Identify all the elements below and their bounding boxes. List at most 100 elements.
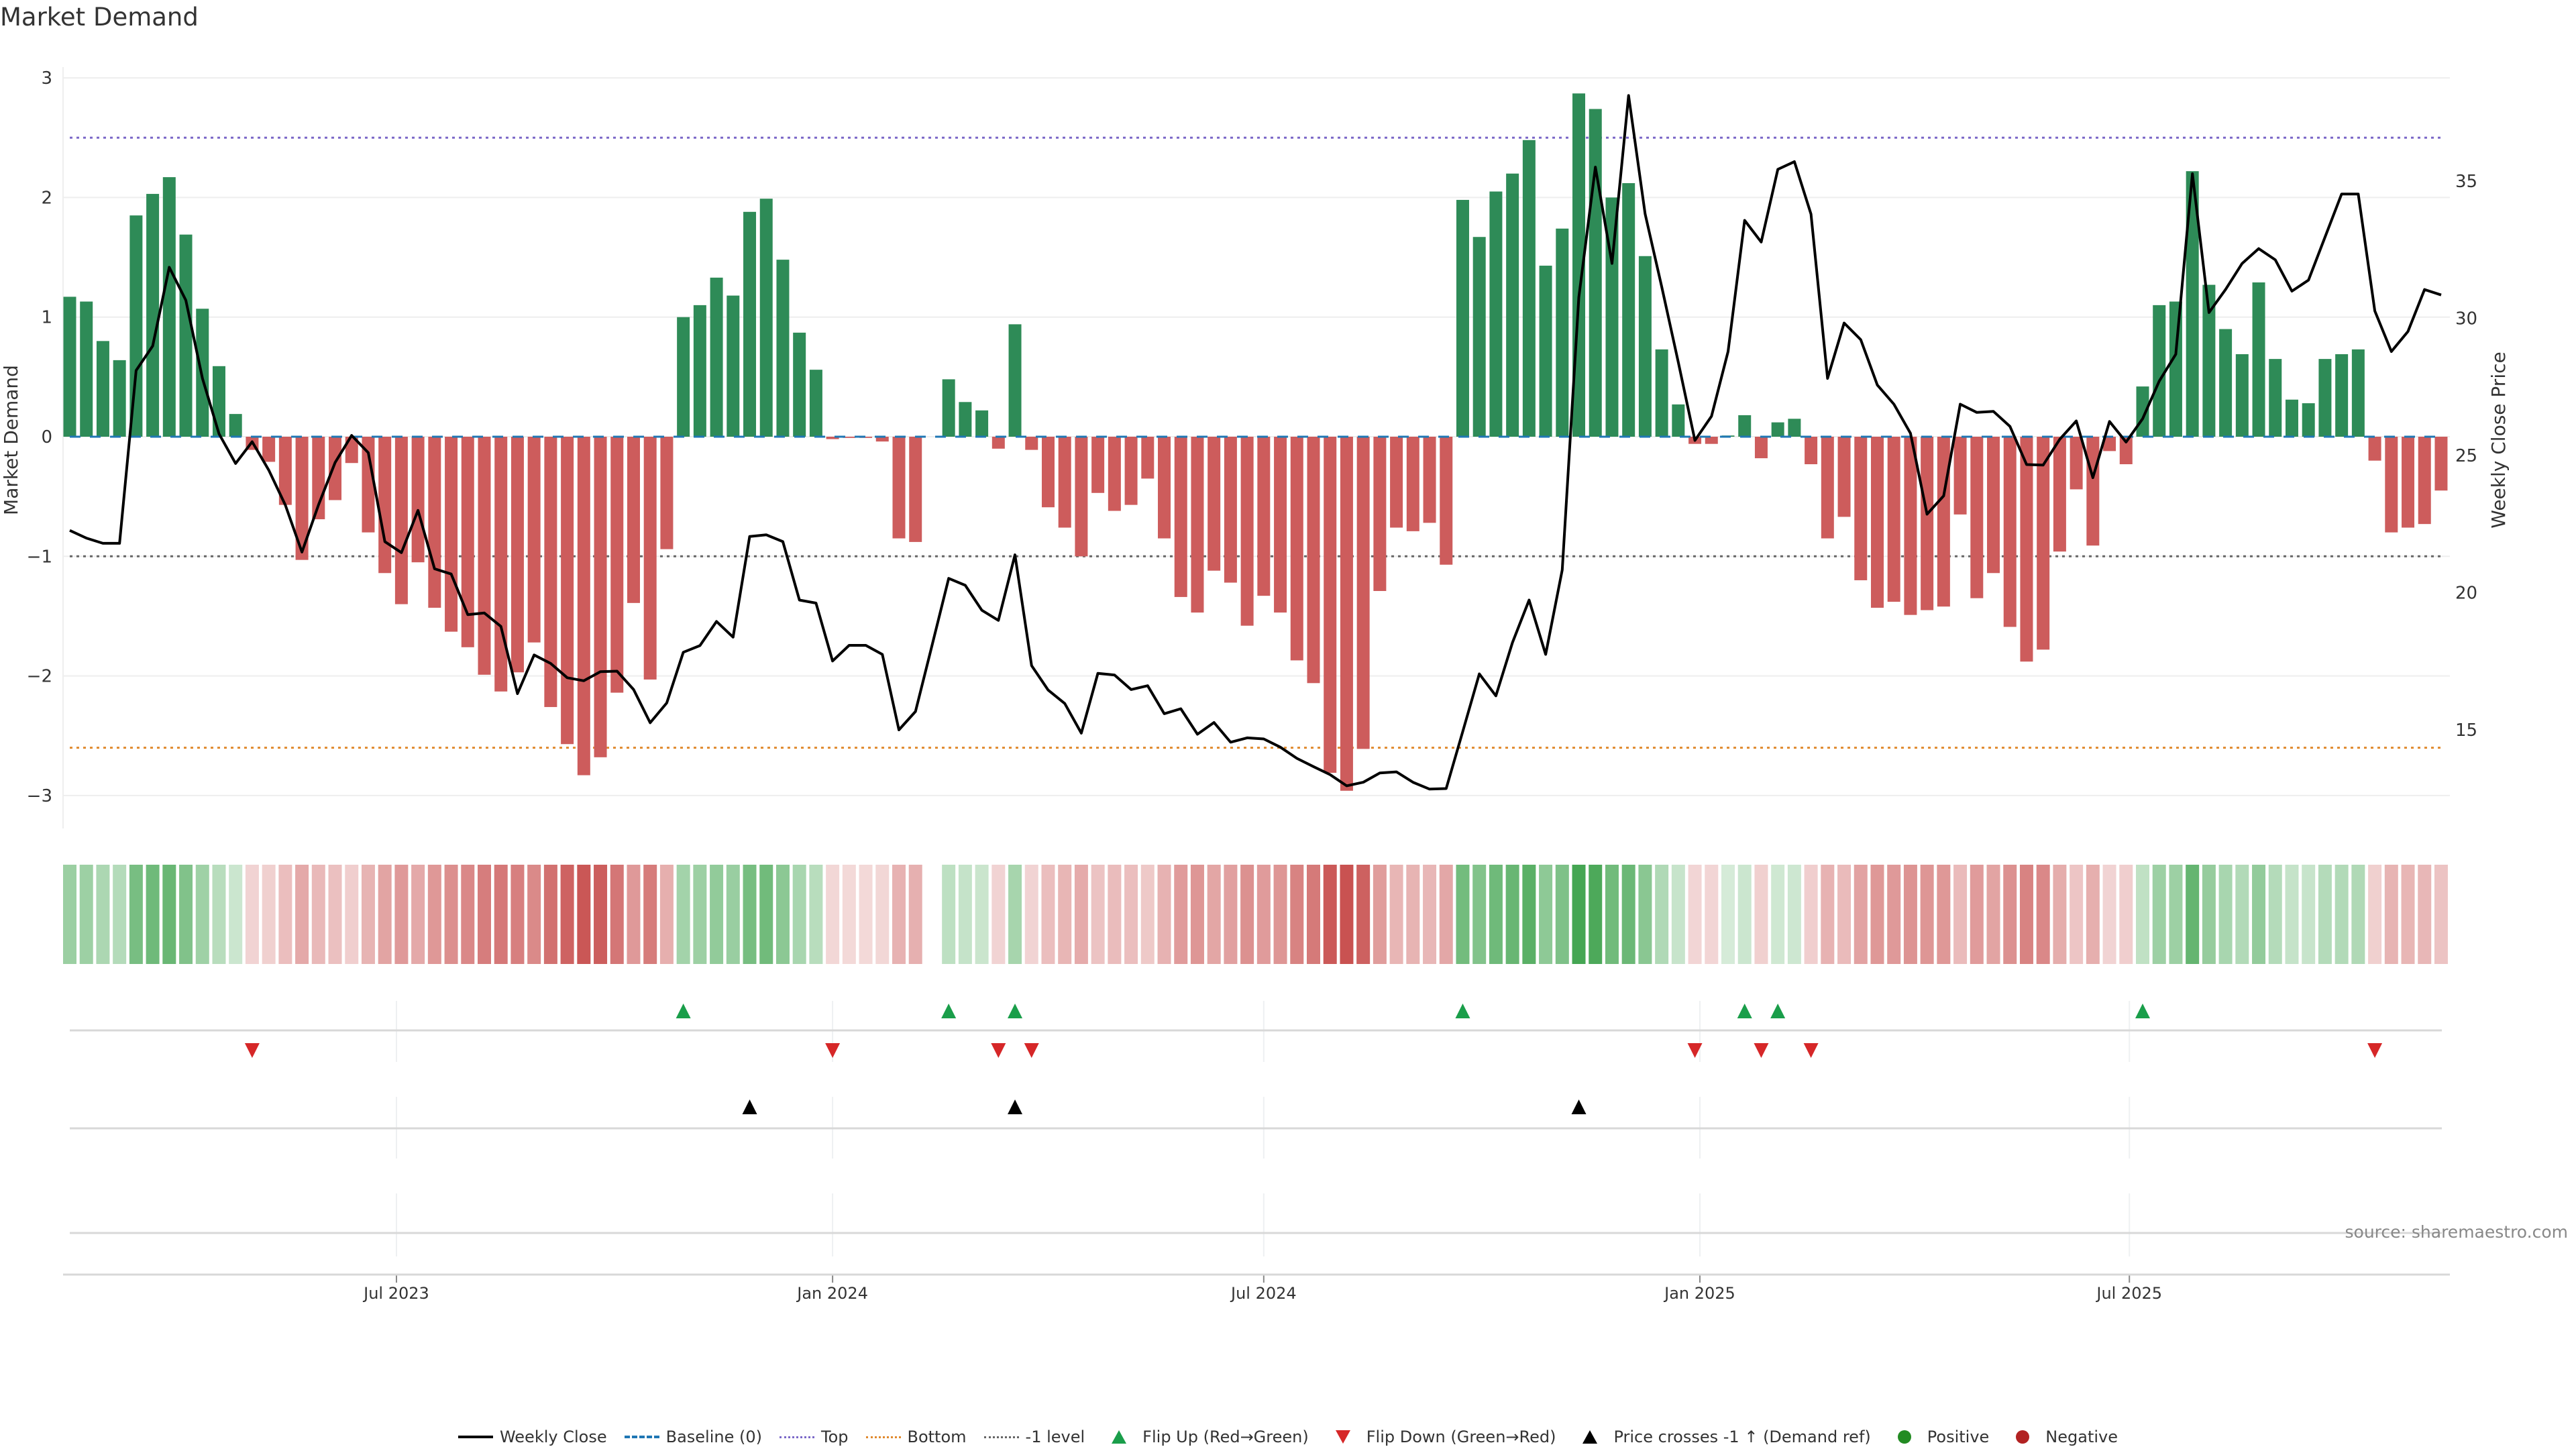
demand-bar-negative [1174, 437, 1187, 597]
demand-heat-cell [328, 865, 342, 964]
demand-heat-cell [1605, 865, 1619, 964]
legend-label: Weekly Close [499, 1428, 607, 1446]
demand-heat-cell [1224, 865, 1238, 964]
demand-heat-cell [1787, 865, 1801, 964]
demand-bar-negative [561, 437, 574, 745]
demand-bar-negative [991, 437, 1005, 449]
legend-item[interactable]: Negative [2006, 1428, 2118, 1446]
demand-heat-cell [2418, 865, 2432, 964]
demand-bar-positive [2169, 301, 2182, 437]
demand-heat-cell [1555, 865, 1569, 964]
legend-label: Positive [1927, 1428, 1990, 1446]
demand-heat-cell [1290, 865, 1304, 964]
demand-heat-cell [63, 865, 76, 964]
demand-bar-negative [1307, 437, 1320, 684]
demand-heat-cell [1771, 865, 1785, 964]
demand-heat-cell [659, 865, 674, 964]
demand-bar-positive [1622, 183, 1635, 437]
demand-bar-positive [2252, 282, 2265, 437]
legend-item[interactable]: Flip Up (Red→Green) [1102, 1428, 1309, 1446]
legend-item[interactable]: Weekly Close [458, 1428, 607, 1446]
demand-heat-cell [1621, 865, 1635, 964]
demand-bar-negative [627, 437, 640, 603]
demand-bar-negative [2418, 437, 2431, 525]
demand-bar-positive [80, 301, 93, 437]
demand-bar-negative [1075, 437, 1088, 557]
legend-item[interactable]: Positive [1888, 1428, 1990, 1446]
demand-bar-negative [1854, 437, 1868, 580]
demand-bar-negative [478, 437, 491, 675]
demand-heat-cell [1108, 865, 1122, 964]
demand-heat-cell [527, 865, 541, 964]
demand-heat-cell [1207, 865, 1221, 964]
legend-item[interactable]: Price crosses -1 ↑ (Demand ref) [1573, 1428, 1871, 1446]
demand-heat-cell [245, 865, 259, 964]
demand-bar-negative [1340, 437, 1353, 791]
legend-item[interactable]: Top [780, 1428, 849, 1446]
demand-bar-negative [2086, 437, 2100, 546]
demand-bar-positive [793, 332, 806, 437]
flip-up-marker [1455, 1004, 1470, 1018]
demand-heat-cell [1572, 865, 1586, 964]
demand-bar-negative [1406, 437, 1419, 531]
demand-heat-cell [1903, 865, 1917, 964]
demand-heat-cell [775, 865, 790, 964]
legend-line-icon [458, 1436, 493, 1438]
legend-item[interactable]: Flip Down (Green→Red) [1326, 1428, 1556, 1446]
demand-heat-cell [229, 865, 243, 964]
demand-heat-cell [1439, 865, 1453, 964]
demand-bar-negative [1870, 437, 1884, 608]
demand-bar-negative [445, 437, 458, 632]
demand-heat-cell [2019, 865, 2033, 964]
legend-circle-icon [1897, 1430, 1911, 1444]
y-tick-label: 0 [41, 427, 52, 447]
demand-heat-cell [1024, 865, 1038, 964]
demand-bar-positive [776, 260, 790, 437]
demand-heat-cell [1423, 865, 1437, 964]
legend-label: Baseline (0) [665, 1428, 762, 1446]
demand-heat-cell [179, 865, 193, 964]
demand-heat-cell [1323, 865, 1337, 964]
demand-heat-cell [1406, 865, 1420, 964]
demand-bar-negative [1324, 437, 1337, 773]
demand-heat-cell [1920, 865, 1934, 964]
demand-bar-negative [1373, 437, 1387, 592]
demand-heat-cell [2252, 865, 2266, 964]
demand-heat-cell [1522, 865, 1536, 964]
demand-heat-cell [262, 865, 276, 964]
demand-heat-cell [162, 865, 176, 964]
demand-bar-negative [378, 437, 392, 574]
demand-heat-cell [2235, 865, 2249, 964]
demand-bar-positive [96, 341, 109, 437]
demand-heat-cell [2169, 865, 2183, 964]
legend-item[interactable]: Bottom [865, 1428, 967, 1446]
demand-heat-cell [792, 865, 806, 964]
flip-down-marker [1754, 1043, 1769, 1058]
demand-heat-cell [643, 865, 657, 964]
demand-bar-negative [2070, 437, 2083, 490]
weekly-close-line [69, 94, 2442, 791]
demand-heat-cell [2434, 865, 2448, 964]
demand-bar-negative [1821, 437, 1834, 539]
demand-bar-negative [428, 437, 441, 608]
demand-heat-cell [676, 865, 690, 964]
demand-heat-cell [2351, 865, 2365, 964]
demand-bar-negative [1356, 437, 1370, 749]
demand-heat-cell [1373, 865, 1387, 964]
legend-item[interactable]: Baseline (0) [624, 1428, 762, 1446]
legend-item[interactable]: -1 level [983, 1428, 1085, 1446]
demand-bar-negative [1124, 437, 1138, 505]
demand-heat-cell [1174, 865, 1188, 964]
demand-heat-cell [411, 865, 425, 964]
demand-bar-positive [129, 215, 143, 437]
flip-down-marker [244, 1043, 260, 1058]
demand-bar-positive [2153, 305, 2166, 437]
demand-bar-positive [146, 194, 160, 437]
demand-heat-cell [1157, 865, 1171, 964]
legend-label: Price crosses -1 ↑ (Demand ref) [1613, 1428, 1871, 1446]
demand-bar-negative [1240, 437, 1254, 626]
demand-bar-positive [113, 360, 126, 437]
demand-heat-cell [826, 865, 840, 964]
demand-heat-cell [842, 865, 856, 964]
